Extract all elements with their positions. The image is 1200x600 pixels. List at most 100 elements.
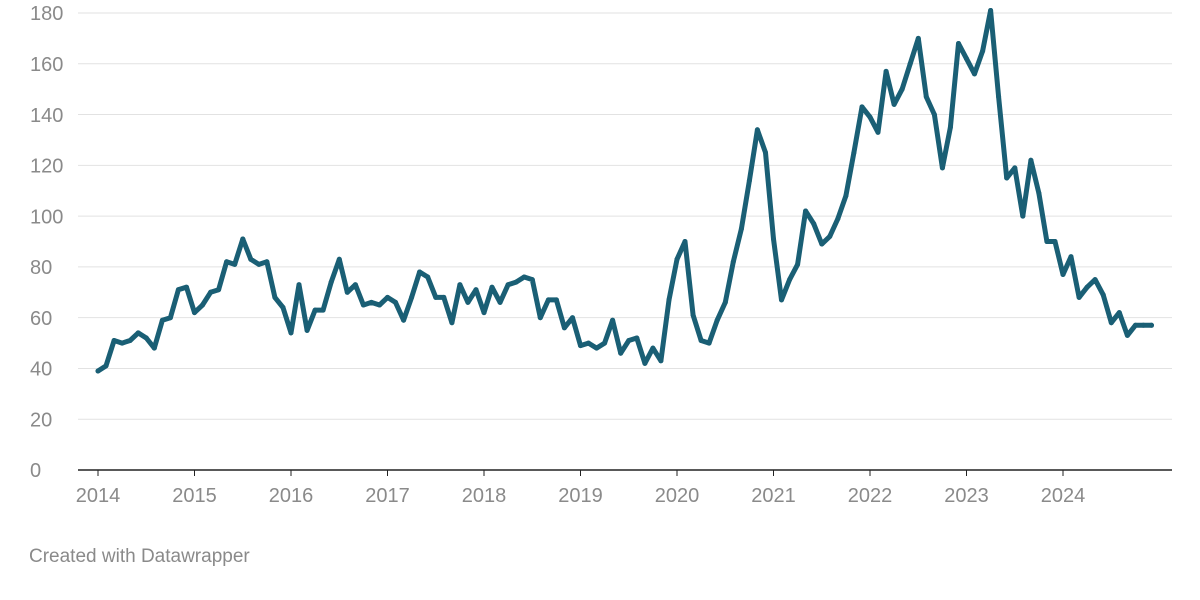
data-point xyxy=(819,241,825,247)
data-point xyxy=(336,256,342,262)
data-point xyxy=(288,330,294,336)
data-point xyxy=(674,256,680,262)
data-point xyxy=(184,284,189,290)
data-point xyxy=(489,284,495,290)
data-point xyxy=(706,340,712,346)
x-axis-tick-labels: 2014 2015 2016 2017 2018 2019 2020 2021 2022 2023… xyxy=(76,485,1086,507)
data-point xyxy=(167,315,173,321)
y-tick-label: 20 xyxy=(30,409,52,431)
data-point xyxy=(939,165,945,171)
x-tick-label: 2024 xyxy=(1041,485,1086,507)
data-point xyxy=(151,345,157,351)
data-point xyxy=(964,56,969,62)
data-point xyxy=(658,358,664,364)
data-point xyxy=(1004,175,1010,181)
data-point xyxy=(666,297,672,303)
data-point xyxy=(867,114,873,120)
data-point xyxy=(851,150,857,156)
data-point xyxy=(385,294,390,300)
data-point xyxy=(352,282,358,288)
data-point xyxy=(1100,292,1106,298)
data-point xyxy=(787,277,793,283)
data-point xyxy=(505,282,511,288)
data-point xyxy=(232,261,238,267)
data-point xyxy=(561,325,567,331)
data-point xyxy=(1076,294,1082,300)
data-point xyxy=(216,287,222,293)
data-point xyxy=(1052,239,1058,244)
data-point xyxy=(449,320,455,326)
data-point xyxy=(143,335,149,341)
data-point xyxy=(698,338,704,343)
data-point xyxy=(771,236,776,242)
data-point xyxy=(393,299,398,305)
data-point xyxy=(272,294,278,300)
y-tick-label: 100 xyxy=(30,206,63,228)
data-point xyxy=(763,150,768,156)
data-point xyxy=(722,299,728,305)
data-point xyxy=(1012,165,1018,171)
series-layer xyxy=(95,8,1154,374)
data-point xyxy=(103,363,109,369)
data-point xyxy=(1116,310,1122,316)
data-point xyxy=(457,282,463,288)
data-point xyxy=(208,289,214,295)
data-point xyxy=(618,350,624,356)
data-point xyxy=(441,294,447,300)
data-point xyxy=(1149,322,1154,328)
data-point xyxy=(578,343,583,349)
datawrapper-credit: Created with Datawrapper xyxy=(29,546,250,567)
data-point xyxy=(481,310,487,316)
data-point xyxy=(127,338,133,343)
data-point xyxy=(947,124,953,130)
data-point xyxy=(931,112,937,118)
data-point xyxy=(827,233,833,239)
data-point xyxy=(650,345,656,351)
data-point xyxy=(1068,254,1074,260)
data-point xyxy=(875,129,881,135)
x-tick-label: 2017 xyxy=(365,485,410,507)
data-point xyxy=(360,302,366,308)
data-point xyxy=(409,294,415,300)
data-point xyxy=(915,35,921,41)
y-tick-label: 160 xyxy=(30,54,63,76)
data-point xyxy=(529,277,535,283)
x-tick-label: 2021 xyxy=(751,485,796,507)
data-point xyxy=(690,312,696,318)
data-point xyxy=(746,178,752,184)
data-point xyxy=(795,261,801,267)
data-point xyxy=(280,305,286,310)
x-tick-label: 2020 xyxy=(655,485,700,507)
x-tick-label: 2014 xyxy=(76,485,121,507)
x-tick-label: 2019 xyxy=(558,485,603,507)
data-point xyxy=(1020,213,1026,219)
data-point xyxy=(513,279,519,285)
data-point xyxy=(192,310,197,316)
y-tick-label: 180 xyxy=(30,3,63,25)
data-point xyxy=(923,94,929,100)
data-point xyxy=(570,315,575,321)
data-point xyxy=(634,335,640,341)
data-point xyxy=(1060,272,1066,277)
data-point xyxy=(899,86,905,92)
data-point xyxy=(642,360,648,366)
data-point xyxy=(545,297,551,303)
data-point xyxy=(433,294,439,300)
data-point xyxy=(602,340,608,346)
data-point xyxy=(835,216,841,222)
data-point xyxy=(754,127,760,133)
data-point xyxy=(368,299,374,305)
data-point xyxy=(956,41,961,46)
data-point xyxy=(891,101,897,107)
x-tick-label: 2023 xyxy=(944,485,989,507)
x-tick-label: 2022 xyxy=(848,485,893,507)
data-point xyxy=(843,193,849,199)
series-line xyxy=(95,8,1154,374)
data-point xyxy=(328,279,334,285)
data-point xyxy=(159,317,165,323)
data-point xyxy=(714,317,720,323)
data-point xyxy=(996,94,1002,100)
y-tick-label: 60 xyxy=(30,308,52,330)
data-point xyxy=(537,315,543,321)
